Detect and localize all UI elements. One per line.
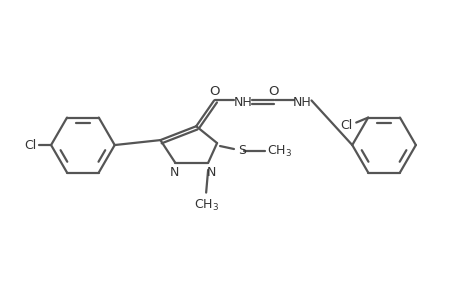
Text: S: S bbox=[237, 145, 246, 158]
Text: N: N bbox=[169, 166, 179, 179]
Text: Cl: Cl bbox=[339, 119, 352, 132]
Text: O: O bbox=[208, 85, 219, 98]
Text: NH: NH bbox=[233, 96, 252, 109]
Text: Cl: Cl bbox=[24, 139, 36, 152]
Text: CH$_3$: CH$_3$ bbox=[266, 143, 291, 158]
Text: N: N bbox=[206, 166, 215, 179]
Text: NH: NH bbox=[292, 96, 311, 109]
Text: O: O bbox=[268, 85, 278, 98]
Text: CH$_3$: CH$_3$ bbox=[193, 198, 218, 213]
